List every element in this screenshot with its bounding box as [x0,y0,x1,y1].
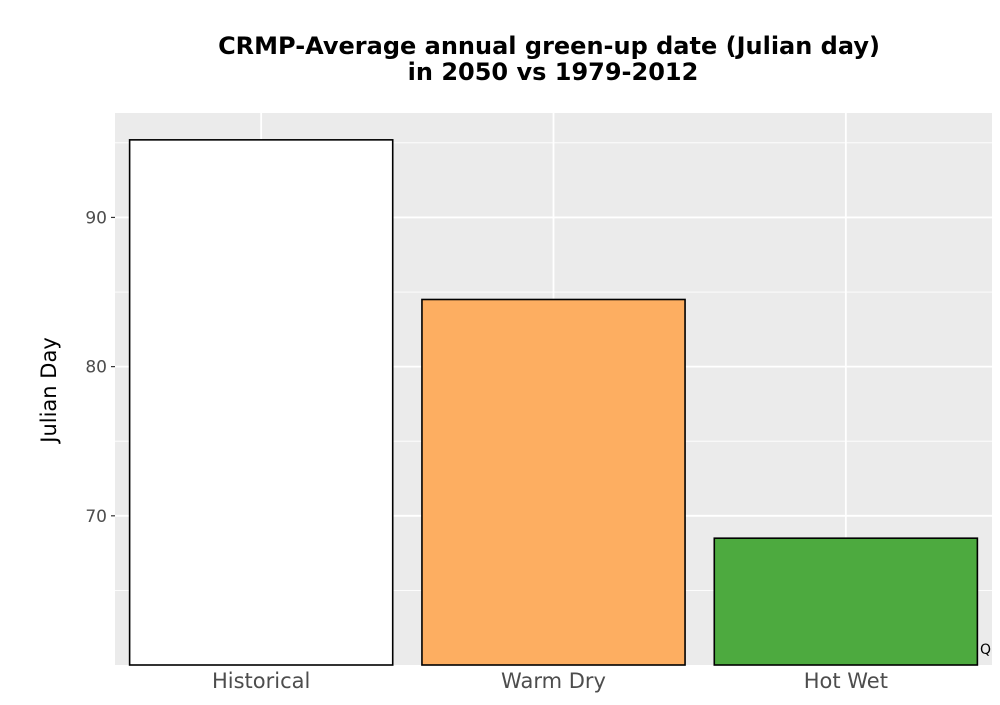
x-axis-labels: Historical Warm Dry Hot Wet [212,669,888,693]
x-tick-label: Historical [212,669,310,693]
y-axis-ticks: 70 80 90 [85,208,115,527]
bars [128,139,979,666]
bar-hot-wet [713,537,979,666]
bar-historical [128,139,394,666]
x-tick-label: Hot Wet [804,669,888,693]
y-tick-label: 70 [85,507,107,527]
y-tick-label: 90 [85,208,107,228]
x-tick-label: Warm Dry [501,669,606,693]
bar-warm-dry [421,298,686,666]
chart-title-line2: in 2050 vs 1979-2012 [408,58,699,86]
y-axis-label: Julian Day [37,337,61,445]
chart-title-line1: CRMP-Average annual green-up date (Julia… [218,32,880,60]
footnote: Q [980,642,991,658]
y-tick-label: 80 [85,358,107,378]
